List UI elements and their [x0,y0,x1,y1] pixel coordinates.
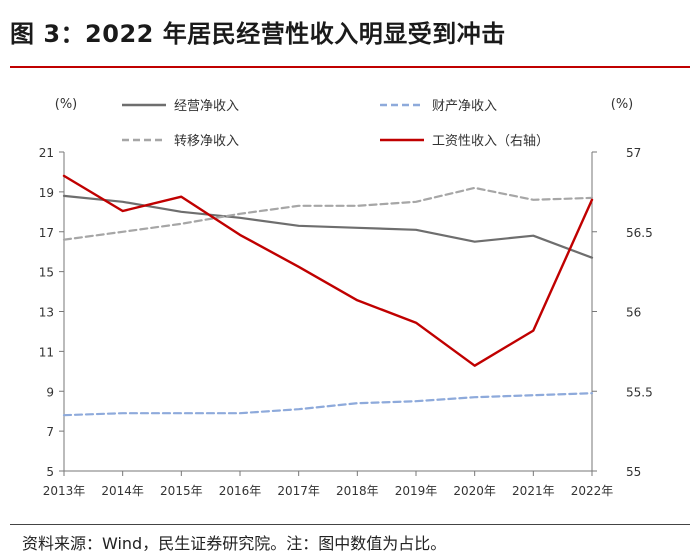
left-axis-unit: (%) [55,97,78,112]
series-line-1 [62,194,594,259]
legend-label-4: 工资性收入（右轴） [432,134,549,149]
legend-label-1: 经营净收入 [174,99,239,114]
x-axis-tick-label: 2018年 [336,484,379,498]
x-axis-tick-label: 2014年 [101,484,144,498]
left-axis-tick-label: 13 [39,306,54,320]
legend-label-2: 财产净收入 [432,99,497,114]
series-line-3 [62,186,594,241]
x-axis-tick-label: 2015年 [160,484,203,498]
left-axis-tick-label: 19 [39,186,54,200]
left-axis-tick-label: 11 [39,345,54,359]
series-line-4 [62,174,594,367]
x-axis-tick-label: 2021年 [512,484,555,498]
x-axis-tick-label: 2020年 [453,484,496,498]
source-divider [10,524,690,525]
left-axis-tick-label: 21 [39,146,54,160]
left-axis-tick-label: 9 [46,385,54,399]
right-axis-tick-label: 55 [626,465,641,479]
left-axis-tick-label: 5 [46,465,54,479]
left-axis-tick-label: 17 [39,226,54,240]
x-axis-tick-label: 2016年 [219,484,262,498]
x-axis-tick-label: 2013年 [43,484,86,498]
x-axis-tick-label: 2017年 [277,484,320,498]
right-axis-tick-label: 56.5 [626,226,653,240]
right-axis-tick-label: 56 [626,306,641,320]
series-line-2 [62,392,594,417]
title-divider [10,66,690,68]
x-axis-tick-label: 2022年 [571,484,614,498]
source-note: 资料来源：Wind，民生证券研究院。注：图中数值为占比。 [22,534,447,553]
right-axis-tick-label: 55.5 [626,385,653,399]
series-layer [62,174,594,417]
left-axis-tick-label: 7 [46,425,54,439]
left-axis-tick-label: 15 [39,266,54,280]
right-axis-tick-label: 57 [626,146,641,160]
figure-title: 图 3：2022 年居民经营性收入明显受到冲击 [10,20,506,48]
right-axis-unit: (%) [611,97,634,112]
legend-label-3: 转移净收入 [174,134,239,149]
x-axis-tick-label: 2019年 [395,484,438,498]
